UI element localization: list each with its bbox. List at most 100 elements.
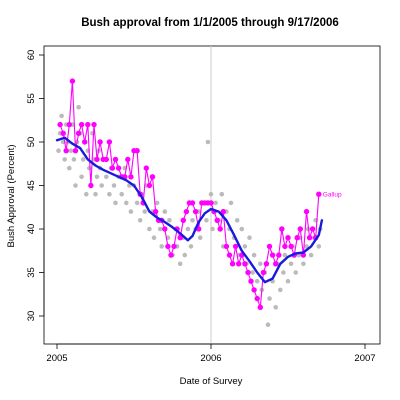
poll-point — [234, 218, 240, 223]
poll-point — [267, 296, 272, 301]
gallup-point — [69, 78, 76, 84]
poll-point — [219, 191, 225, 197]
poll-point — [99, 183, 104, 188]
chart-title: Bush approval from 1/1/2005 through 9/17… — [81, 17, 339, 29]
gallup-point — [309, 226, 316, 232]
poll-point — [76, 104, 81, 110]
gallup-point — [279, 226, 285, 232]
poll-point — [213, 200, 218, 206]
gallup-point — [248, 278, 254, 284]
gallup-point — [109, 165, 116, 171]
poll-point — [185, 226, 191, 232]
poll-point — [197, 235, 203, 240]
poll-point — [67, 165, 72, 171]
gallup-point — [217, 226, 223, 232]
x-axis: 2005 2006 2007 — [46, 343, 376, 364]
poll-point — [278, 287, 283, 293]
y-tick-label: 30 — [26, 311, 37, 322]
poll-point — [157, 226, 163, 232]
gallup-point — [294, 235, 300, 241]
poll-point — [162, 209, 168, 214]
y-tick-label: 40 — [26, 224, 37, 235]
poll-point — [94, 174, 100, 180]
poll-point — [265, 322, 271, 328]
trend-line — [55, 136, 324, 284]
all-polls-points — [56, 104, 323, 328]
gallup-point — [103, 156, 110, 163]
poll-point — [208, 191, 214, 197]
gallup-point — [91, 121, 97, 128]
poll-point — [80, 157, 86, 162]
gallup-point — [208, 200, 214, 206]
gallup-point — [63, 148, 69, 154]
trend-polyline — [55, 136, 324, 284]
gallup-point — [97, 139, 103, 145]
poll-point — [242, 244, 248, 249]
poll-point — [147, 226, 152, 232]
poll-point — [71, 157, 77, 162]
gallup-point — [260, 269, 267, 276]
gallup-point — [223, 243, 230, 250]
gallup-series-label: Gallup — [323, 192, 342, 199]
poll-point — [258, 261, 263, 267]
poll-point — [128, 209, 134, 214]
poll-point — [68, 148, 74, 153]
gallup-point — [226, 252, 233, 258]
gallup-point — [263, 261, 270, 267]
gallup-point — [85, 121, 91, 128]
gallup-point — [220, 208, 226, 215]
poll-point — [142, 209, 148, 214]
gallup-point — [112, 156, 119, 163]
gallup-point — [149, 174, 156, 180]
poll-point — [113, 200, 118, 206]
gallup-point — [276, 252, 282, 258]
gallup-point — [75, 130, 82, 136]
poll-point — [159, 244, 164, 249]
poll-point — [205, 139, 211, 145]
poll-point — [104, 174, 109, 180]
x-tick-label: 2007 — [354, 353, 375, 364]
poll-point — [250, 270, 255, 275]
poll-point — [247, 235, 252, 240]
poll-point — [137, 218, 143, 223]
poll-point — [93, 191, 98, 197]
gallup-point — [165, 243, 171, 250]
x-tick-label: 2005 — [46, 353, 67, 364]
gallup-point — [82, 139, 88, 145]
gallup-point — [316, 191, 322, 197]
gallup-point — [282, 243, 288, 250]
poll-point — [281, 270, 286, 275]
poll-point — [79, 174, 84, 180]
y-axis-label: Bush Approval (Percent) — [6, 145, 17, 248]
poll-point — [154, 200, 160, 206]
poll-point — [239, 226, 245, 232]
x-axis-label: Date of Survey — [180, 376, 243, 387]
gallup-point — [257, 304, 263, 310]
poll-point — [251, 252, 257, 258]
gallup-point — [273, 261, 279, 267]
poll-point — [304, 244, 309, 249]
gallup-point — [183, 208, 190, 215]
gallup-point — [306, 235, 313, 241]
gallup-point — [236, 261, 242, 267]
poll-point — [293, 270, 299, 275]
poll-point — [190, 218, 195, 223]
gallup-point — [232, 243, 239, 250]
poll-point — [308, 252, 314, 258]
poll-point — [151, 235, 157, 240]
gallup-point — [214, 217, 220, 223]
gallup-point — [285, 235, 291, 241]
gallup-point — [297, 226, 303, 232]
poll-point — [188, 244, 194, 249]
poll-point — [111, 183, 117, 188]
poll-point — [228, 200, 234, 206]
gallup-point — [229, 261, 236, 267]
gallup-point — [106, 139, 113, 145]
gallup-point — [162, 226, 168, 232]
y-tick-label: 35 — [26, 267, 37, 278]
gallup-point — [288, 243, 294, 250]
poll-point — [62, 157, 67, 162]
poll-point — [124, 200, 129, 206]
poll-point — [210, 226, 215, 232]
